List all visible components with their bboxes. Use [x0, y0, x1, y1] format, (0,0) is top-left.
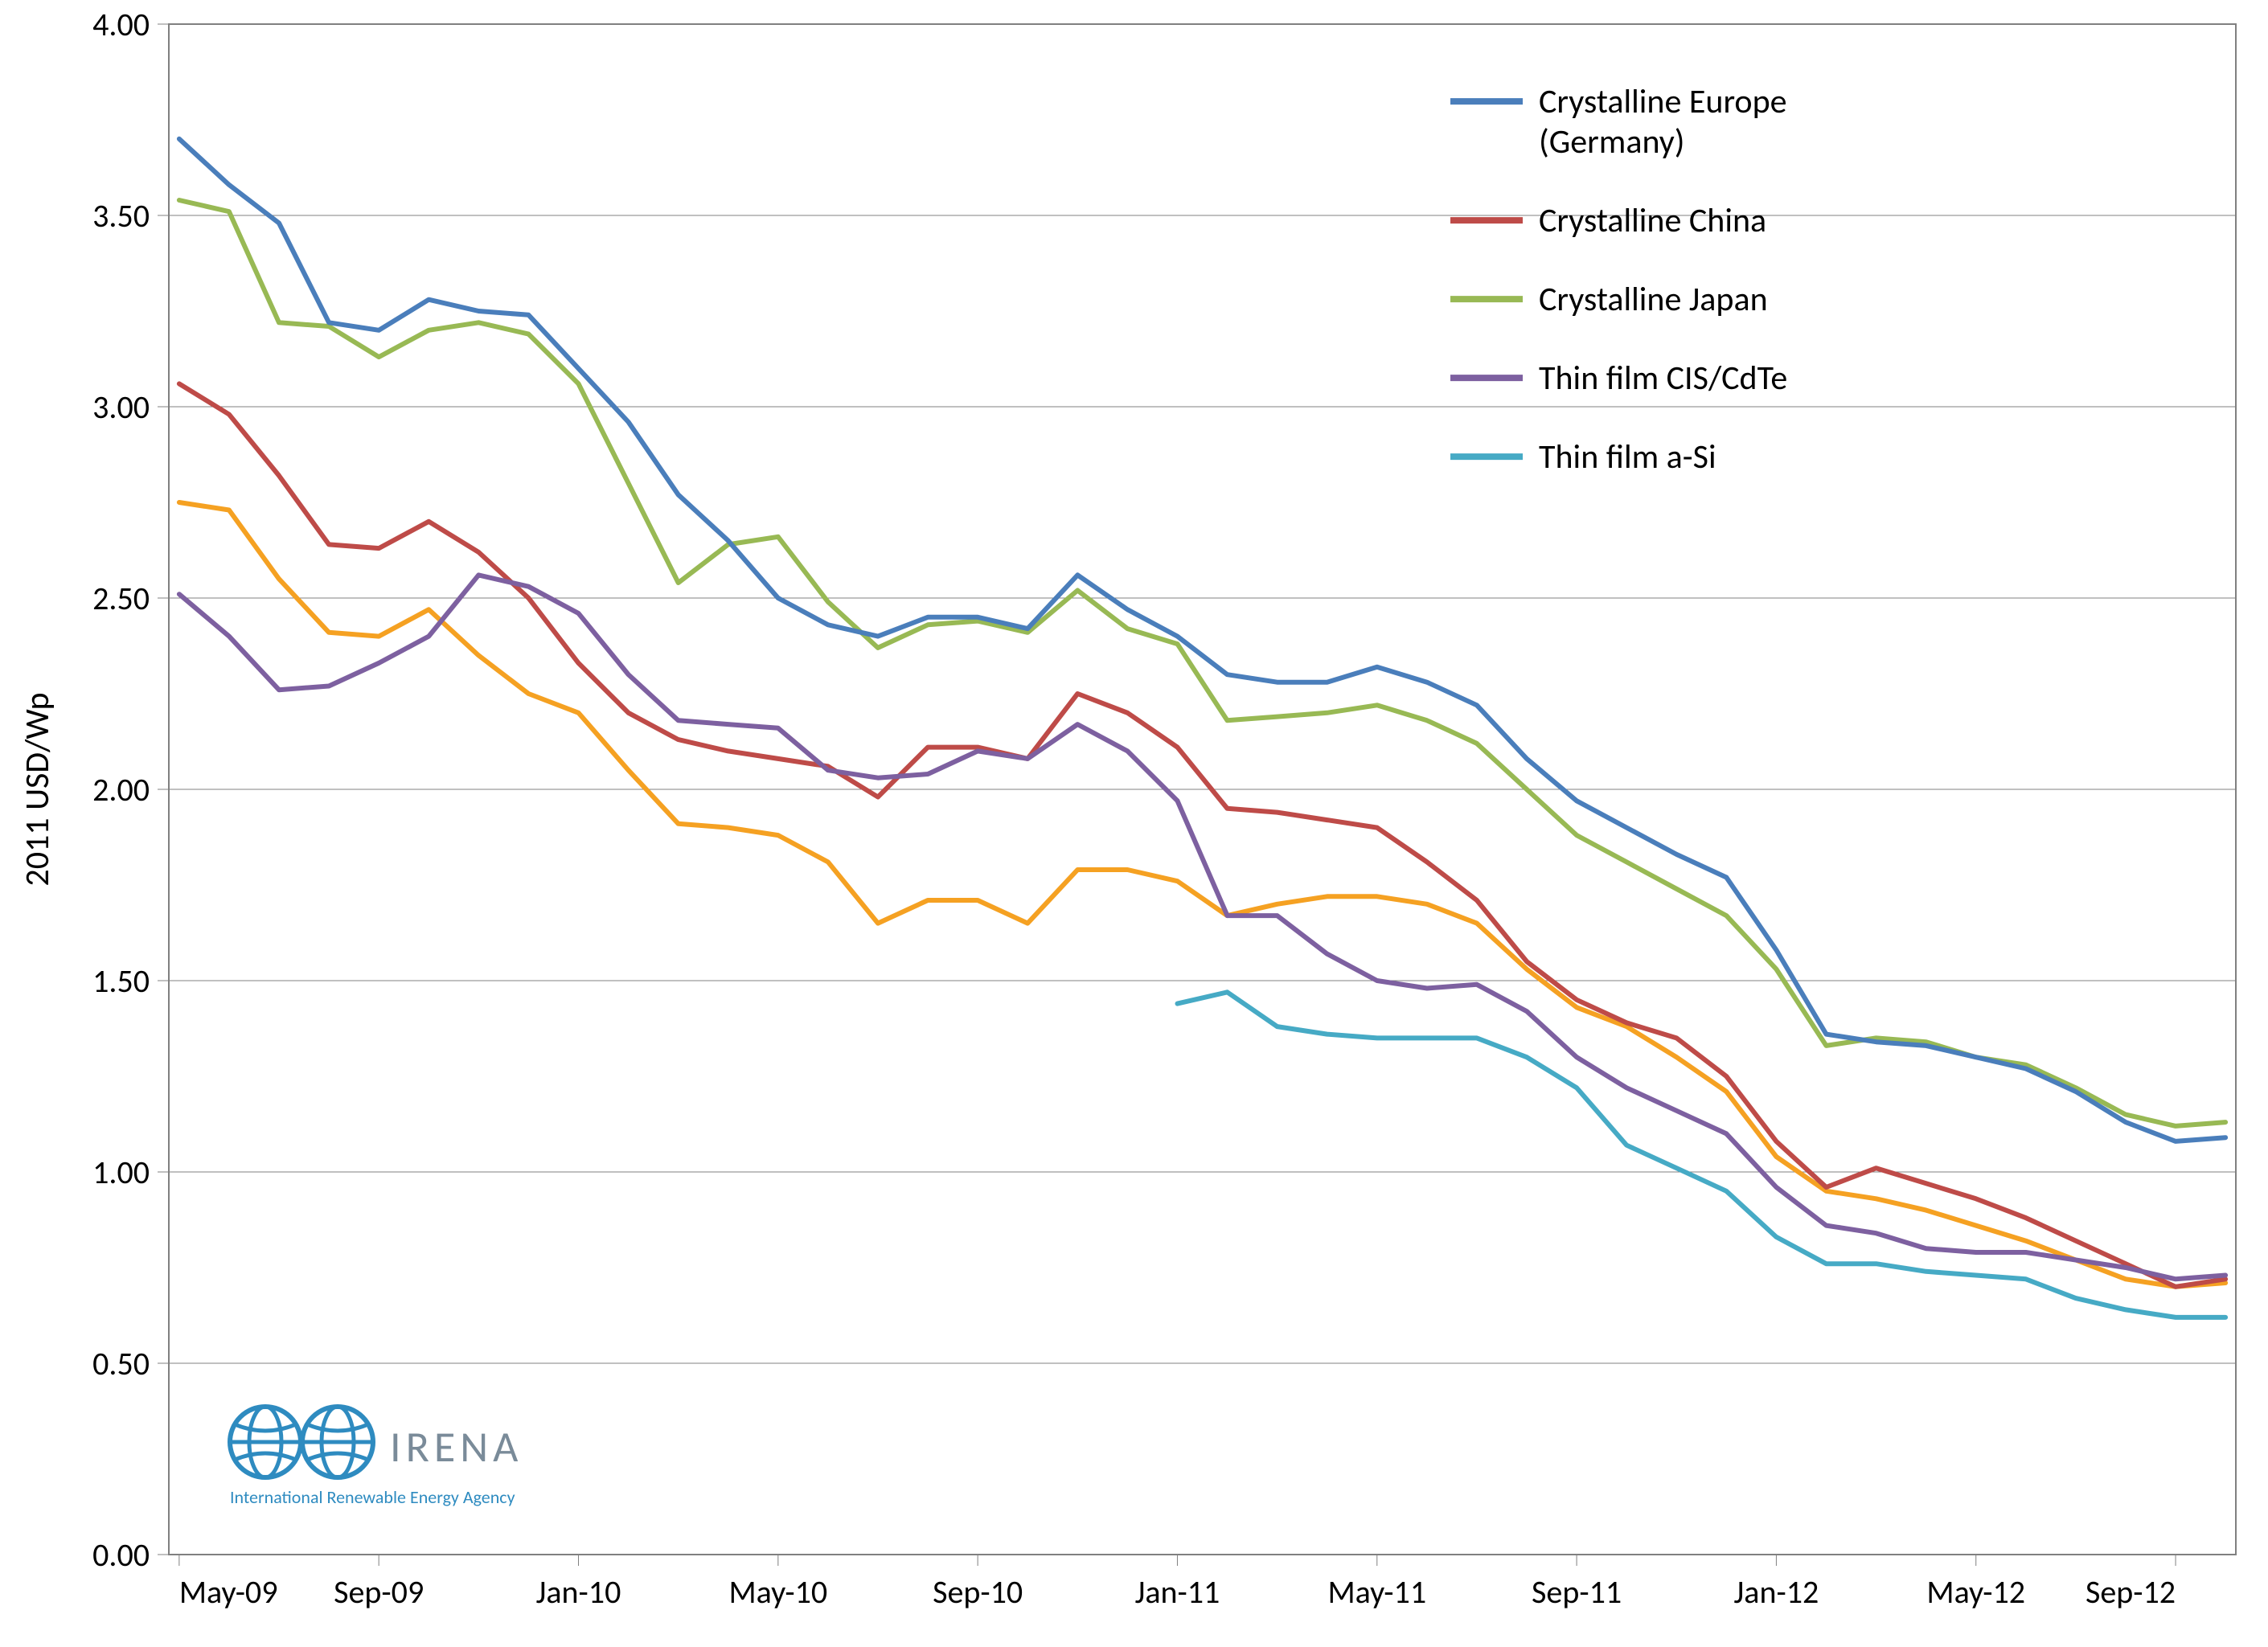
y-tick-label: 0.50 [92, 1344, 150, 1383]
x-tick-label: Jan-11 [1135, 1572, 1220, 1612]
y-tick-label: 3.00 [92, 387, 150, 427]
logo-text: IRENA [390, 1420, 523, 1473]
y-axis-label: 2011 USD/Wp [17, 692, 58, 886]
legend-label: Crystalline Europe [1539, 81, 1787, 122]
x-tick-label: Sep-11 [1532, 1572, 1622, 1612]
x-tick-label: Jan-10 [536, 1572, 621, 1612]
x-tick-label: May-10 [728, 1572, 827, 1612]
chart-container: 0.00 0.50 1.00 1.50 2.00 2.50 3.00 3.50 4.00 May-… [0, 0, 2268, 1647]
y-tick-label: 1.50 [92, 961, 150, 1001]
legend-label: Thin film a-Si [1539, 436, 1716, 477]
legend-label: Crystalline Japan [1539, 279, 1768, 320]
x-tick-label: May-11 [1327, 1572, 1426, 1612]
logo-subtext: International Renewable Energy Agency [230, 1486, 515, 1508]
y-tick-label: 2.50 [92, 579, 150, 618]
x-tick-label: May-09 [179, 1572, 278, 1612]
legend-label: Thin film CIS/CdTe [1539, 358, 1787, 399]
x-tick-label: Sep-09 [334, 1572, 424, 1612]
x-tick-label: Jan-12 [1734, 1572, 1819, 1612]
x-tick-label: May-12 [1926, 1572, 2025, 1612]
line-chart: 0.00 0.50 1.00 1.50 2.00 2.50 3.00 3.50 4.00 May-… [0, 0, 2268, 1647]
y-tick-label: 0.00 [92, 1535, 150, 1575]
x-tick-label: Sep-12 [2085, 1572, 2176, 1612]
y-tick-label: 1.00 [92, 1153, 150, 1192]
legend-label: (Germany) [1539, 121, 1684, 162]
y-tick-label: 4.00 [92, 5, 150, 44]
x-tick-label: Sep-10 [933, 1572, 1023, 1612]
legend-label: Crystalline China [1539, 200, 1766, 241]
y-tick-label: 3.50 [92, 196, 150, 236]
y-tick-label: 2.00 [92, 770, 150, 809]
